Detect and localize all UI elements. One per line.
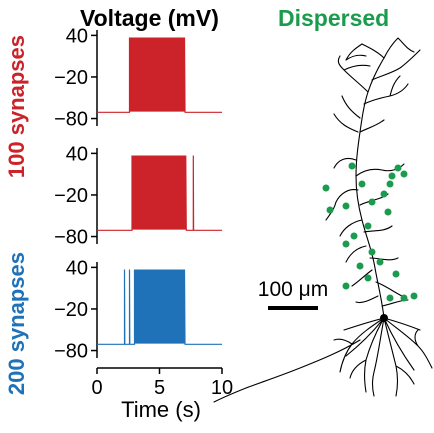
synapse-dot bbox=[326, 206, 334, 214]
y-tick-label: −80 bbox=[54, 227, 88, 249]
synapse-dot bbox=[384, 208, 392, 216]
axon bbox=[213, 339, 361, 403]
voltage-trace bbox=[97, 269, 222, 345]
synapse-dot bbox=[368, 198, 376, 206]
side-label-200-synapses: 200 synapses bbox=[4, 252, 29, 395]
x-tick-label: 5 bbox=[154, 377, 165, 399]
synapse-dot bbox=[410, 292, 418, 300]
x-axis-title: Time (s) bbox=[121, 397, 201, 422]
y-tick-label: 40 bbox=[66, 143, 88, 165]
side-label-100-synapses: 100 synapses bbox=[4, 35, 29, 178]
y-tick-label: 40 bbox=[66, 25, 88, 47]
synapse-dots bbox=[322, 162, 418, 302]
synapse-dot bbox=[342, 240, 350, 248]
synapse-dot bbox=[394, 164, 402, 172]
voltage-panel-3: 40 −20 −800 5 10 bbox=[54, 257, 233, 399]
synapse-dot bbox=[386, 294, 394, 302]
dispersed-title: Dispersed bbox=[278, 5, 389, 31]
synapse-dot bbox=[392, 270, 400, 278]
y-tick-label: −20 bbox=[54, 67, 88, 89]
synapse-dot bbox=[380, 190, 388, 198]
x-tick-label: 0 bbox=[91, 377, 102, 399]
scale-bar-label: 100 μm bbox=[258, 278, 328, 301]
synapse-dot bbox=[364, 274, 372, 282]
synapse-dot bbox=[400, 170, 408, 178]
synapse-dot bbox=[348, 162, 356, 170]
basal-dendrites bbox=[333, 317, 433, 397]
voltage-panel-2: 40 −20 −80 bbox=[54, 143, 222, 249]
synapse-dot bbox=[358, 180, 366, 188]
y-tick-label: −80 bbox=[54, 341, 88, 363]
synapse-dot bbox=[356, 262, 364, 270]
synapse-dot bbox=[368, 248, 376, 256]
synapse-dot bbox=[322, 184, 330, 192]
synapse-dot bbox=[350, 232, 358, 240]
y-tick-label: −80 bbox=[54, 109, 88, 131]
synapse-dot bbox=[386, 180, 394, 188]
synapse-dot bbox=[376, 258, 384, 266]
voltage-trace bbox=[97, 37, 222, 113]
x-tick-label: 10 bbox=[211, 377, 233, 399]
synapse-dot bbox=[400, 294, 408, 302]
voltage-title: Voltage (mV) bbox=[80, 5, 219, 31]
y-tick-label: 40 bbox=[66, 257, 88, 279]
synapse-dot bbox=[342, 282, 350, 290]
synapse-dot bbox=[342, 202, 350, 210]
synapse-dot bbox=[364, 222, 372, 230]
neuron-morphology bbox=[213, 37, 433, 403]
synapse-dot bbox=[388, 172, 396, 180]
apical-tuft bbox=[333, 37, 421, 133]
voltage-panel-1: 40 −20 −80 bbox=[54, 25, 222, 131]
y-tick-label: −20 bbox=[54, 299, 88, 321]
y-tick-label: −20 bbox=[54, 185, 88, 207]
voltage-trace bbox=[97, 155, 222, 231]
oblique-branches bbox=[325, 157, 409, 307]
soma bbox=[380, 314, 388, 322]
